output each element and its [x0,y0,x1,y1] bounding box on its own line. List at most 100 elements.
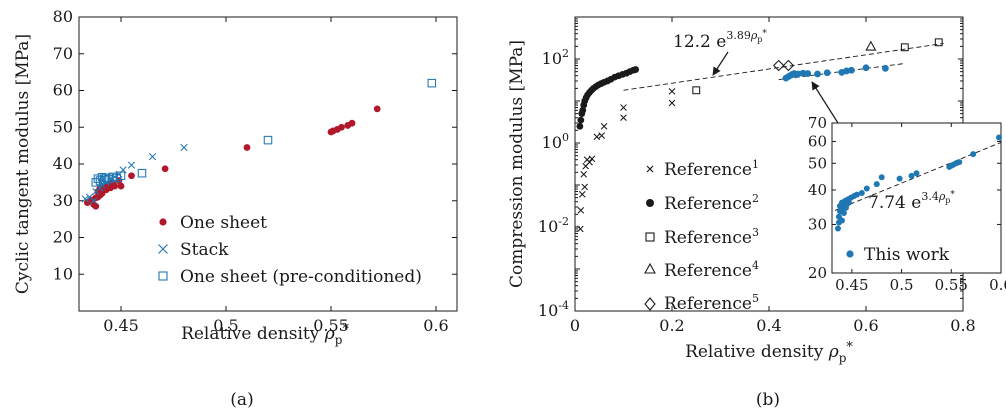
inset-y-tick-label: 20 [808,264,827,282]
inset-plot: 0.450.50.550.6203040506070 7.74 e3.4ρp* … [808,114,1006,294]
y-tick-label: 10-4 [538,299,569,320]
point-reference1 [620,114,627,122]
legend-marker-one-sheet [159,218,167,226]
point-reference5 [772,59,785,72]
legend-label-reference-1: Reference1 [664,158,759,180]
fit-label-this-work: 7.74 e3.4ρp* [868,190,955,213]
point-this-work [804,70,812,77]
y-tick-label: 40 [53,154,73,173]
point-reference5 [782,59,795,72]
point-stack [81,195,89,203]
y-tick-label: 80 [53,7,73,26]
plot-a-ticks: 0.45 0.5 0.55 0.6 10 20 30 40 50 60 70 80 [53,7,457,335]
point-reference1 [577,206,585,214]
point-one-sheet [161,165,169,173]
legend-label-reference-4: Reference4 [664,259,759,281]
y-tick-label: 50 [53,117,73,136]
plot-b-xlabel: Relative density ρp* [685,340,853,365]
inset-marks [834,134,1003,232]
inset-point-this-work [956,159,963,166]
point-reference1 [593,133,601,141]
point-one-sheet-pre-conditioned [116,171,126,181]
inset-frame [831,122,1002,274]
legend-marker-reference-2 [646,199,654,207]
point-one-sheet-pre-conditioned [427,78,437,88]
inset-point-this-work [908,172,915,179]
legend-marker-reference-4 [644,262,656,274]
point-one-sheet [373,105,381,113]
inset-legend-label: This work [864,245,950,265]
legend-marker-reference-5 [644,297,656,311]
fit-line-references [623,42,944,91]
point-this-work [862,64,870,72]
point-this-work [799,69,807,77]
inset-point-this-work [863,185,870,192]
inset-legend-marker [846,250,854,258]
y-tick-label: 10 [53,264,73,283]
y-tick-label: 10-2 [538,215,569,236]
point-this-work [814,70,821,78]
point-one-sheet-pre-conditioned [263,135,273,145]
point-one-sheet [117,182,125,190]
point-reference3 [692,86,701,95]
y-tick-label: 60 [53,81,73,100]
x-tick-label: 0 [570,316,580,335]
legend-label-one-sheet: One sheet [180,213,267,233]
inset-point-this-work [996,134,1003,141]
fit-label-references: 12.2 e3.89ρp* [673,29,767,52]
inset-y-tick-label: 40 [808,181,827,199]
y-tick-label: 70 [53,44,73,63]
x-tick-label: 0.45 [103,316,139,335]
point-stack [127,161,136,169]
y-tick-label: 100 [542,131,569,152]
fit-arrow-references [712,51,729,76]
panel-a: 0.45 0.5 0.55 0.6 10 20 30 40 50 60 70 80 Relative … [13,7,458,410]
inset-point-this-work [845,199,852,206]
inset-point-this-work [840,210,847,217]
x-tick-label: 0.55 [313,316,349,335]
legend-marker-pre-conditioned [158,271,168,281]
inset-y-tick-label: 60 [808,132,827,150]
plot-a-xlabel: Relative density ρp* [181,322,349,347]
inset-point-this-work [896,175,903,182]
y-tick-label: 30 [53,191,73,210]
point-one-sheet-pre-conditioned [102,173,111,183]
legend-marker-reference-1 [646,165,654,173]
plot-a-legend: One sheet Stack One sheet (pre-condition… [158,213,422,287]
point-stack [148,153,157,161]
plot-a-marks [81,78,437,210]
plot-b-fit [623,42,944,91]
point-reference1 [586,158,593,166]
point-reference1 [600,122,608,130]
legend-marker-reference-3 [645,232,655,242]
inset-pointer-arrow [811,81,839,124]
inset-x-tick-label: 0.55 [935,276,968,294]
inset-fit [834,141,1002,211]
plot-a-ylabel: Cyclic tangent modulus [MPa] [13,34,33,294]
inset-point-this-work [858,190,865,197]
point-one-sheet [338,123,345,131]
point-reference1 [598,132,605,139]
y-tick-label: 20 [53,228,73,247]
point-reference2 [632,66,640,73]
legend-label-reference-3: Reference3 [664,226,759,248]
point-reference3 [934,38,943,47]
point-one-sheet-pre-conditioned [137,168,147,178]
point-reference1 [668,99,676,107]
inset-y-tick-label: 50 [808,154,827,172]
inset-x-tick-label: 0.5 [890,276,914,294]
x-tick-label: 0.5 [213,316,238,335]
x-tick-label: 0.6 [853,316,878,335]
legend-label-reference-2: Reference2 [664,192,759,214]
point-this-work [848,66,855,74]
legend-label-pre-conditioned: One sheet (pre-conditioned) [180,267,422,287]
inset-point-this-work [873,181,880,188]
panel-label-a: (a) [230,390,253,410]
legend-marker-stack [158,244,168,254]
inset-point-this-work [970,151,977,158]
point-reference2 [579,106,587,114]
point-stack [90,197,98,205]
point-one-sheet [243,144,251,151]
point-reference4 [865,40,877,51]
